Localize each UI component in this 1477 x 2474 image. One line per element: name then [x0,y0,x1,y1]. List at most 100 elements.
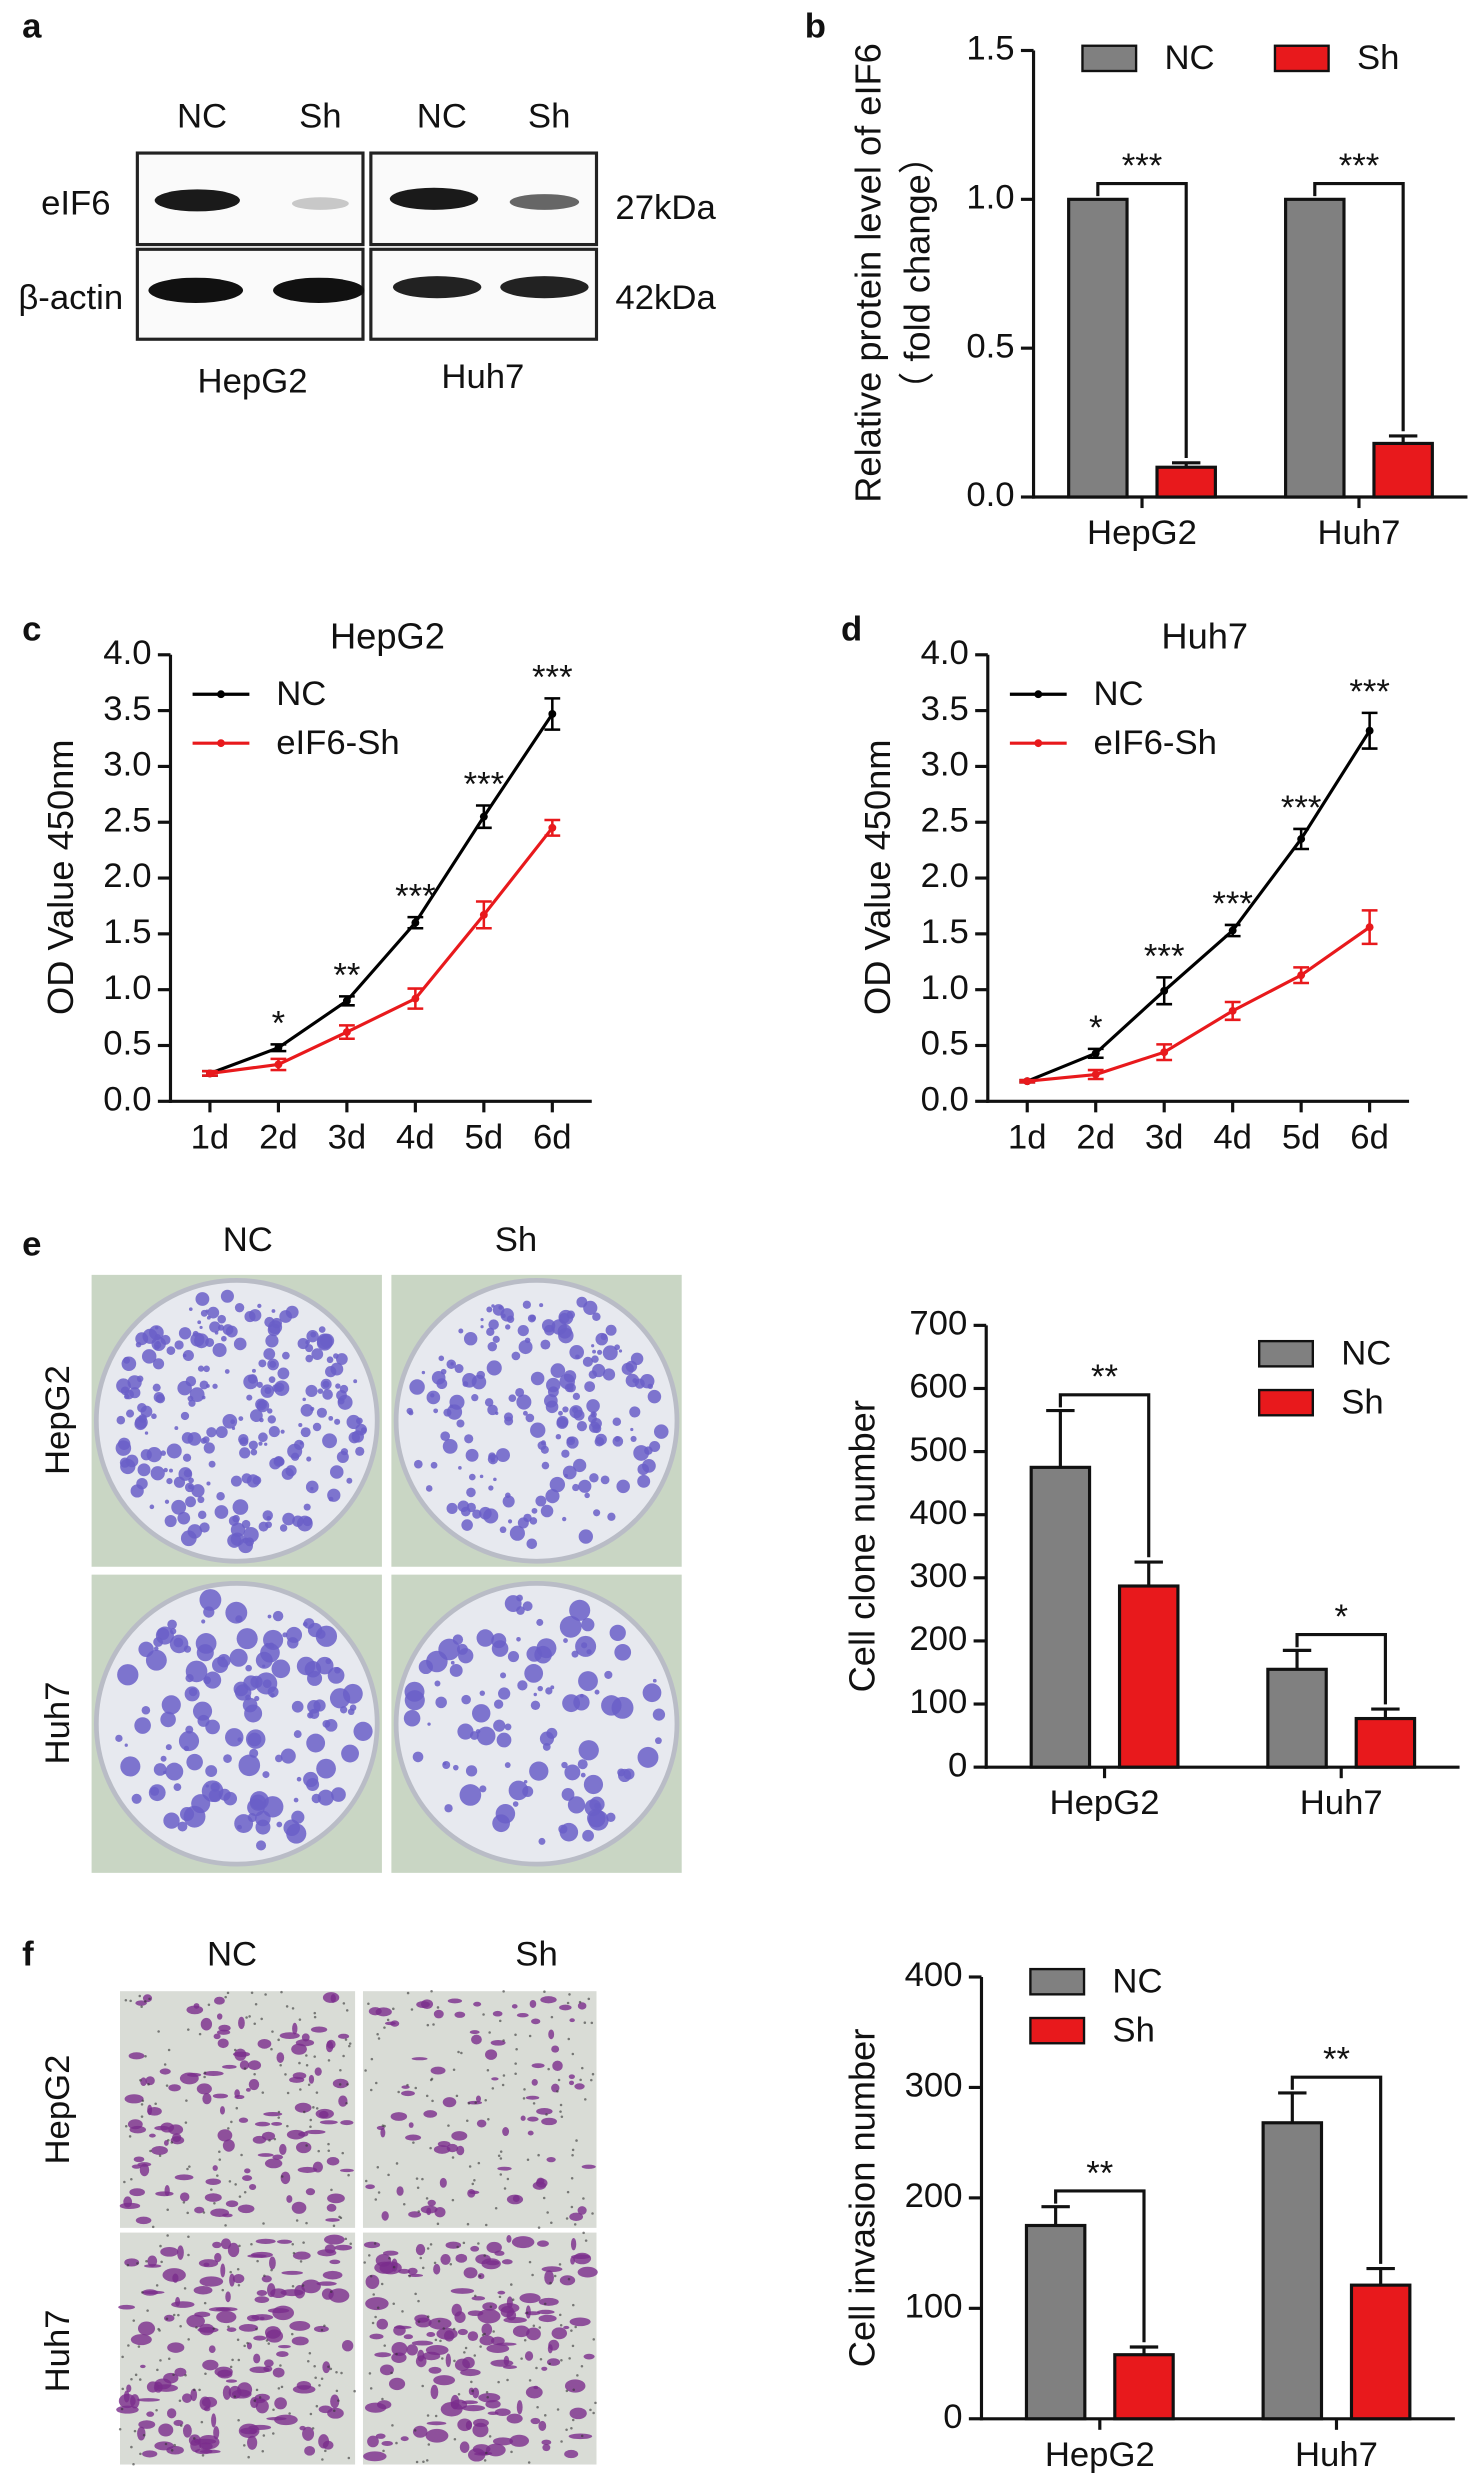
pore [502,2074,506,2077]
colony [212,1383,218,1389]
colony [465,1448,479,1462]
colony [409,1379,425,1395]
pore [425,2094,429,2098]
colony [642,1683,662,1703]
colony [218,1788,231,1801]
significance-label: * [1089,1009,1103,1047]
colony [267,1614,272,1619]
colony [197,1365,205,1372]
cell [276,2351,289,2358]
pore [488,2435,492,2438]
pore [535,2366,538,2370]
cell [548,2339,560,2351]
pore [277,2387,281,2390]
colony [282,1632,288,1638]
colony [582,1829,594,1842]
cell [490,2039,506,2046]
pore [559,2324,563,2327]
colony [578,1479,592,1493]
colony [178,1730,200,1752]
cell [529,2000,537,2008]
cell [375,2007,392,2017]
cell [296,2141,312,2154]
cell [118,2304,135,2310]
pore [414,2086,418,2090]
colony [151,1413,157,1420]
colony [189,1387,205,1403]
cell [340,2120,354,2126]
colony [180,1411,190,1421]
colony [238,1433,249,1445]
cell [325,2218,340,2222]
colony [509,1525,525,1541]
cell [247,2435,258,2450]
colony [517,1680,528,1691]
pore [157,2030,160,2033]
colony [353,1379,358,1384]
cell [433,2263,441,2275]
pore [525,2311,529,2315]
cell [439,2177,447,2188]
colony [556,1417,569,1429]
pore [515,2047,518,2051]
colony [577,1759,588,1770]
colony [206,1481,211,1486]
pore [291,2242,294,2246]
colony [305,1344,314,1353]
pore [318,2384,321,2387]
pore [470,2380,473,2384]
colony [285,1305,299,1319]
cell [506,2235,512,2243]
cell [473,2418,489,2428]
pore [264,1993,267,1996]
cell [481,2258,501,2270]
cell [225,2200,239,2208]
cell [434,2206,446,2218]
series-line [209,826,554,1075]
pore [523,2088,526,2091]
x-tick-label: 2d [1076,1118,1115,1156]
colony [173,1637,184,1648]
pore [382,2449,385,2453]
pore [425,2197,429,2200]
colony [562,1465,577,1480]
pore [498,2295,502,2299]
bar [1117,1584,1180,1769]
point [1091,1049,1100,1058]
cell [536,2177,545,2185]
colony [316,1758,336,1779]
pore [345,2101,348,2105]
cell [525,2386,543,2399]
cell [199,2396,211,2411]
bar [1354,1716,1417,1769]
colony [166,1443,182,1459]
colony [433,1408,439,1414]
pore [179,2424,183,2427]
colony [303,1771,319,1788]
point [1160,986,1169,995]
colony [522,1410,528,1416]
colony [604,1670,613,1679]
cell [301,2033,310,2042]
pore [373,2242,377,2245]
colony [576,1421,588,1432]
colony [536,1638,557,1659]
colony [592,1312,601,1321]
pore [568,2357,571,2360]
colony [581,1642,588,1649]
pore [344,2038,348,2041]
pore [250,2242,253,2246]
pore [341,2151,344,2155]
cell [182,2424,192,2438]
colony [205,1784,209,1788]
pore [315,2107,319,2110]
cell [281,2270,304,2275]
cell [194,2206,205,2214]
colony [306,1456,312,1462]
colony [222,1413,238,1429]
pore [421,2384,424,2388]
colony [183,1645,192,1653]
cell [470,2245,480,2252]
pore [408,2274,411,2278]
pore [140,2005,143,2009]
